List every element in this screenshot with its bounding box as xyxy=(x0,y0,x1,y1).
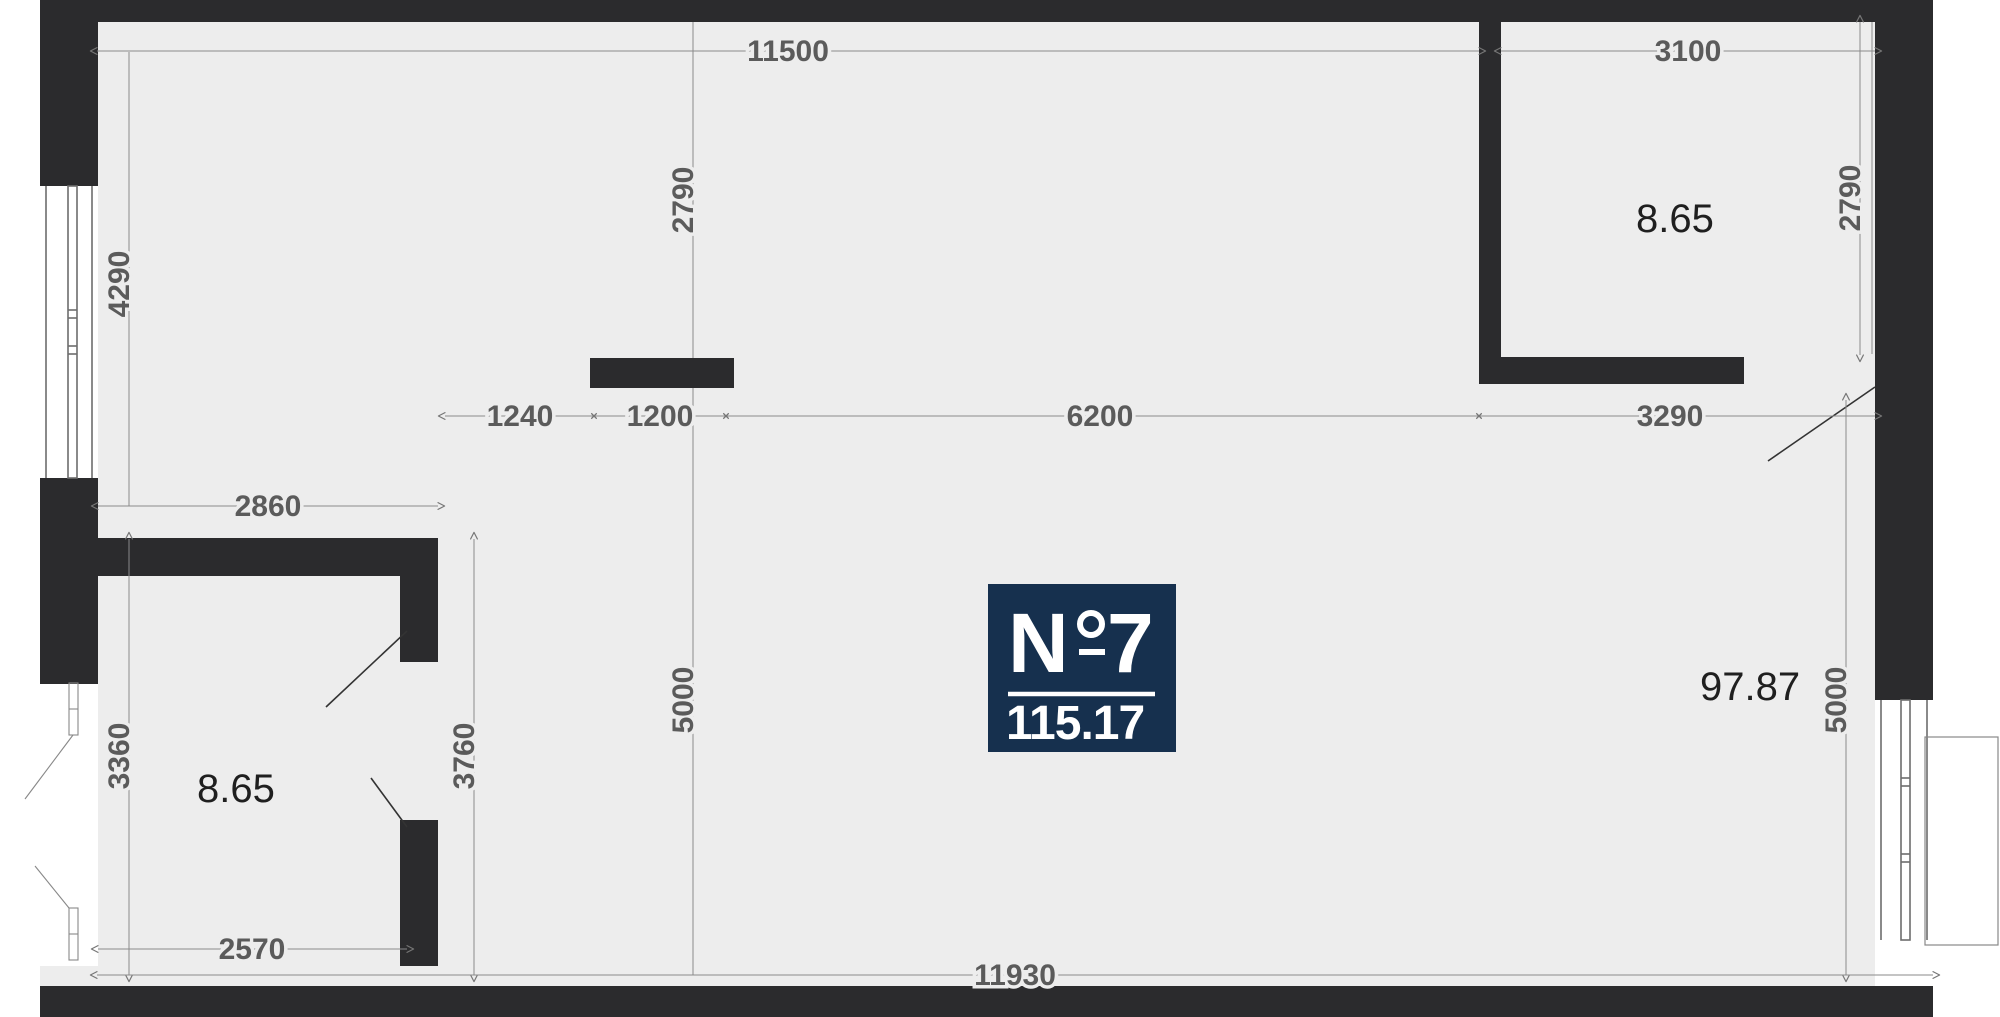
svg-text:115.17: 115.17 xyxy=(1006,697,1144,750)
svg-text:1200: 1200 xyxy=(627,400,694,433)
svg-text:8.65: 8.65 xyxy=(197,767,275,811)
svg-text:5000: 5000 xyxy=(1820,667,1853,734)
svg-text:97.87: 97.87 xyxy=(1700,665,1800,709)
svg-text:8.65: 8.65 xyxy=(1636,197,1714,241)
svg-text:3760: 3760 xyxy=(448,723,481,790)
svg-text:5000: 5000 xyxy=(667,667,700,734)
svg-text:11500: 11500 xyxy=(747,35,829,68)
svg-text:6200: 6200 xyxy=(1067,400,1134,433)
svg-text:7: 7 xyxy=(1107,596,1154,690)
svg-text:3360: 3360 xyxy=(103,723,136,790)
svg-text:4290: 4290 xyxy=(103,251,136,318)
svg-text:N: N xyxy=(1008,596,1067,690)
svg-text:3100: 3100 xyxy=(1655,35,1722,68)
svg-text:2790: 2790 xyxy=(1834,165,1867,232)
svg-text:1240: 1240 xyxy=(487,400,554,433)
svg-text:3290: 3290 xyxy=(1637,400,1704,433)
svg-text:2790: 2790 xyxy=(667,167,700,234)
svg-text:11930: 11930 xyxy=(974,959,1056,992)
svg-text:2860: 2860 xyxy=(235,490,302,523)
svg-text:2570: 2570 xyxy=(219,933,286,966)
